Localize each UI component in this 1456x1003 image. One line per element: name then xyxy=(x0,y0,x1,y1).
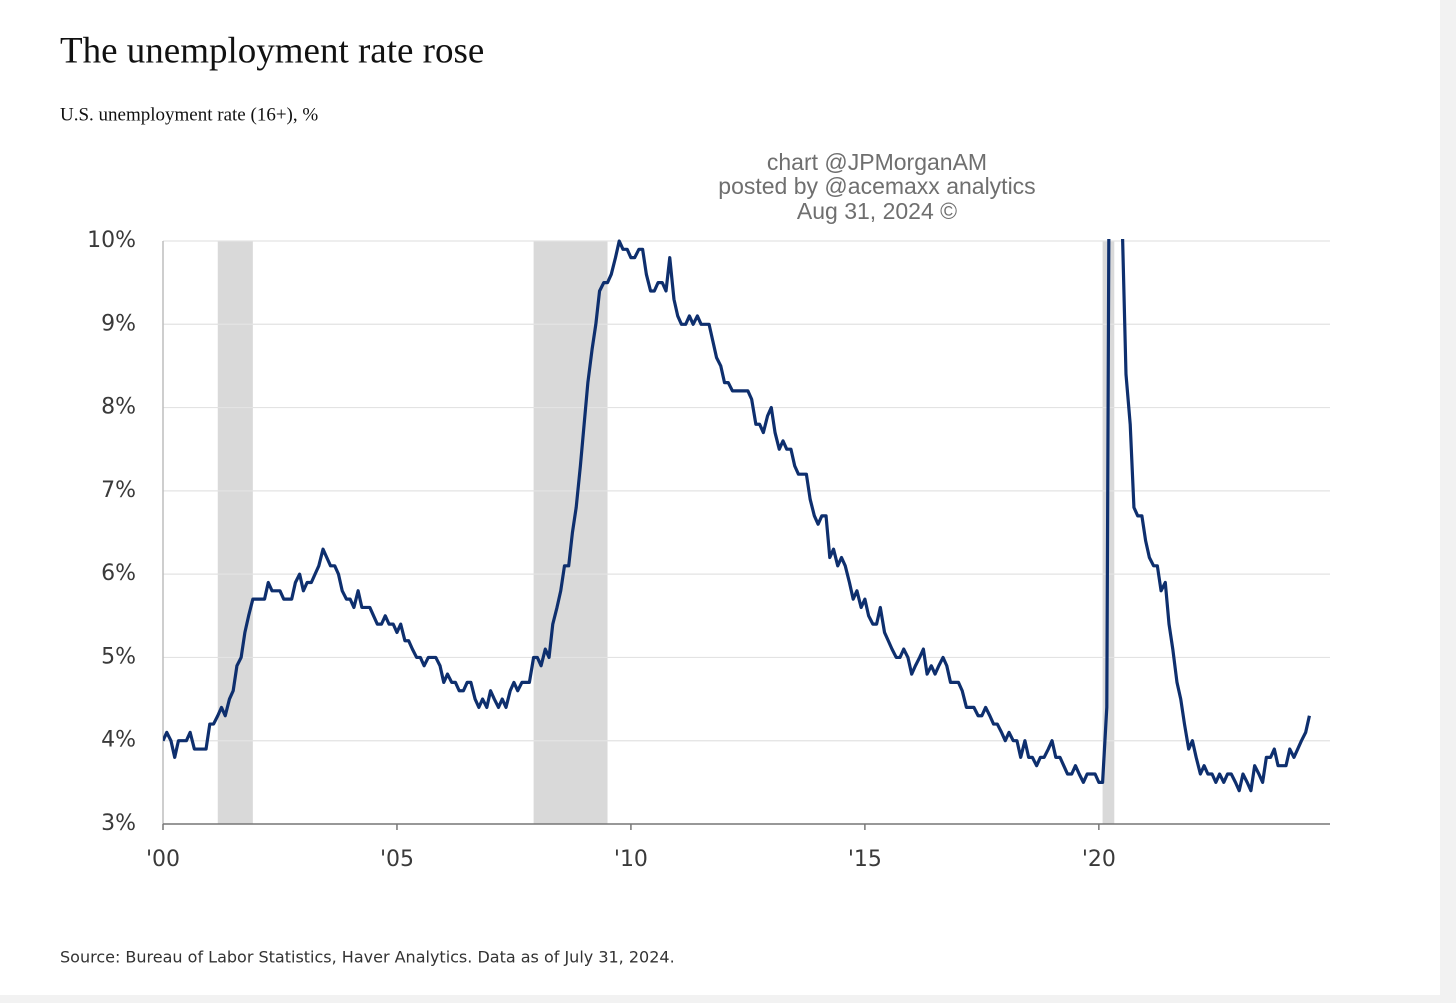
page-edge xyxy=(1440,0,1456,1003)
y-tick-label: 8% xyxy=(101,395,136,420)
source-note: Source: Bureau of Labor Statistics, Have… xyxy=(60,948,675,967)
x-tick-label: '00 xyxy=(146,847,180,872)
y-tick-label: 7% xyxy=(101,478,136,503)
x-tick-label: '10 xyxy=(614,847,648,872)
y-tick-label: 5% xyxy=(101,644,136,669)
y-tick-label: 6% xyxy=(101,561,136,586)
x-tick-label: '20 xyxy=(1082,847,1116,872)
recession-band xyxy=(217,241,253,824)
y-tick-label: 9% xyxy=(101,311,136,336)
chart-subtitle: U.S. unemployment rate (16+), % xyxy=(60,104,318,125)
y-tick-label: 10% xyxy=(87,228,136,253)
x-tick-label: '05 xyxy=(380,847,414,872)
page-edge xyxy=(0,995,1456,1003)
annotation: chart @JPMorganAM xyxy=(767,149,987,175)
annotation: Aug 31, 2024 © xyxy=(797,198,957,224)
y-tick-label: 3% xyxy=(101,811,136,836)
y-tick-label: 4% xyxy=(101,728,136,753)
x-tick-label: '15 xyxy=(848,847,882,872)
series-line xyxy=(163,239,1311,793)
annotation: posted by @acemaxx analytics xyxy=(718,173,1035,199)
chart-title: The unemployment rate rose xyxy=(60,30,484,71)
